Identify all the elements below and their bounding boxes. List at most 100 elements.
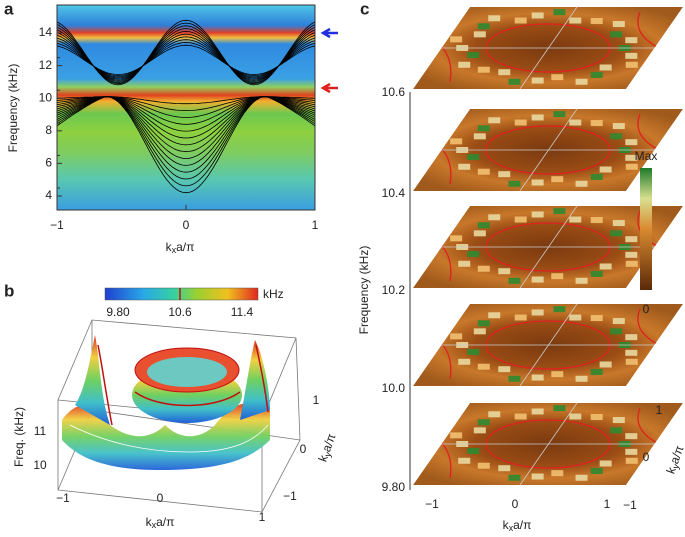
grid-line xyxy=(519,403,578,485)
contour xyxy=(69,424,269,453)
colorbar xyxy=(640,168,652,290)
slab-pixel xyxy=(477,66,490,73)
slab-pixel xyxy=(458,61,471,68)
slab-pixel xyxy=(531,276,544,283)
slab-pixel xyxy=(612,318,625,325)
slab-pixel xyxy=(599,460,612,467)
colorbar-unit: kHz xyxy=(263,287,284,301)
band-line xyxy=(57,96,315,105)
slab-pixel xyxy=(488,411,501,418)
slab-pixel xyxy=(450,138,463,145)
slab-pixel xyxy=(477,320,490,327)
slab-pixel xyxy=(610,230,623,237)
slab-pixel xyxy=(599,64,612,71)
slab xyxy=(413,403,683,485)
label-part: k xyxy=(503,518,510,532)
slab-pixel xyxy=(625,52,638,59)
label-part: a/π xyxy=(176,240,194,254)
slab-pixel xyxy=(477,419,490,426)
z-tick-label: 10.2 xyxy=(382,283,406,297)
slab-pixel xyxy=(612,220,625,227)
y-axis-label: Frequency (kHz) xyxy=(6,64,20,153)
slab-pixel xyxy=(553,208,566,215)
slab-pixel xyxy=(514,216,527,223)
slab-pixel xyxy=(450,432,463,439)
grid-line xyxy=(519,7,578,89)
slab-pixel xyxy=(599,166,612,173)
slab-pixel xyxy=(590,71,603,78)
slab xyxy=(413,109,683,191)
slab-pixel xyxy=(569,17,582,24)
slab-pixel xyxy=(450,333,463,340)
slab-pixel xyxy=(450,36,463,43)
slab-pixel xyxy=(553,306,566,313)
label-part: y xyxy=(671,462,682,470)
colorbar-tick-label: 11.4 xyxy=(231,305,254,319)
label-part: k xyxy=(166,240,173,254)
slab-pixel xyxy=(514,119,527,126)
y-tick-label: −1 xyxy=(283,489,297,503)
panel-label: c xyxy=(360,0,369,18)
x-tick-label: 0 xyxy=(183,218,190,232)
slab-pixel xyxy=(477,363,490,370)
x-tick-label: 0 xyxy=(512,497,519,511)
x-axis-label: kxa/π xyxy=(166,240,195,255)
arrow xyxy=(320,27,338,39)
slab-pixel xyxy=(477,265,490,272)
surface-ring xyxy=(147,357,227,387)
grid-line xyxy=(519,206,578,288)
z-tick-label: 9.80 xyxy=(382,480,406,494)
slab-pixel xyxy=(610,328,623,335)
slab-pixel xyxy=(458,358,471,365)
x-tick-label: 1 xyxy=(604,497,611,511)
y-tick-label: 0 xyxy=(643,450,650,464)
slab-pixel xyxy=(458,163,471,170)
slab-pixel xyxy=(625,448,638,455)
y-tick-label: 1 xyxy=(656,403,663,417)
slab-pixel xyxy=(477,222,490,229)
slab-pixel xyxy=(488,15,501,22)
y-tick-label: 1 xyxy=(313,393,320,407)
slab-pixel xyxy=(473,133,486,140)
slab-pixel xyxy=(467,251,480,258)
slab-pixel xyxy=(498,465,511,472)
slab-pixel xyxy=(467,52,480,59)
slab-pixel xyxy=(473,230,486,237)
slab-pixel xyxy=(473,427,486,434)
colorbar xyxy=(104,287,259,301)
y-axis-label: kya/π xyxy=(316,432,340,464)
z-tick-label: 10.0 xyxy=(382,381,406,395)
slab-pixel xyxy=(488,117,501,124)
y-axis-label: kya/π xyxy=(664,444,685,476)
slab-pixel xyxy=(625,236,638,243)
slab-pixel xyxy=(599,263,612,270)
slab-pixel xyxy=(625,260,638,267)
slab-pixel xyxy=(477,168,490,175)
slab-pixel xyxy=(473,31,486,38)
slab-pixel xyxy=(575,375,588,382)
slab-pixel xyxy=(625,61,638,68)
slab-pixel xyxy=(450,235,463,242)
slab-pixel xyxy=(551,371,564,378)
slab-pixel xyxy=(477,462,490,469)
slab-pixel xyxy=(531,473,544,480)
heatmap xyxy=(57,5,315,210)
slab-pixel xyxy=(590,173,603,180)
slab-pixel xyxy=(458,457,471,464)
slab-pixel xyxy=(531,12,544,19)
slab-pixel xyxy=(473,328,486,335)
slab-pixel xyxy=(514,413,527,420)
colorbar-tick-label: 10.6 xyxy=(168,305,192,319)
slab-pixel xyxy=(498,69,511,76)
x-tick-label: −1 xyxy=(425,497,439,511)
arrow xyxy=(320,82,338,94)
slab-pixel xyxy=(625,163,638,170)
slab-pixel xyxy=(498,268,511,275)
slab-pixel xyxy=(625,433,638,440)
slab-pixel xyxy=(590,467,603,474)
slab-pixel xyxy=(531,114,544,121)
colorbar-min: 0 xyxy=(643,302,650,316)
y-tick-label: −1 xyxy=(623,498,637,512)
slab-pixel xyxy=(599,361,612,368)
